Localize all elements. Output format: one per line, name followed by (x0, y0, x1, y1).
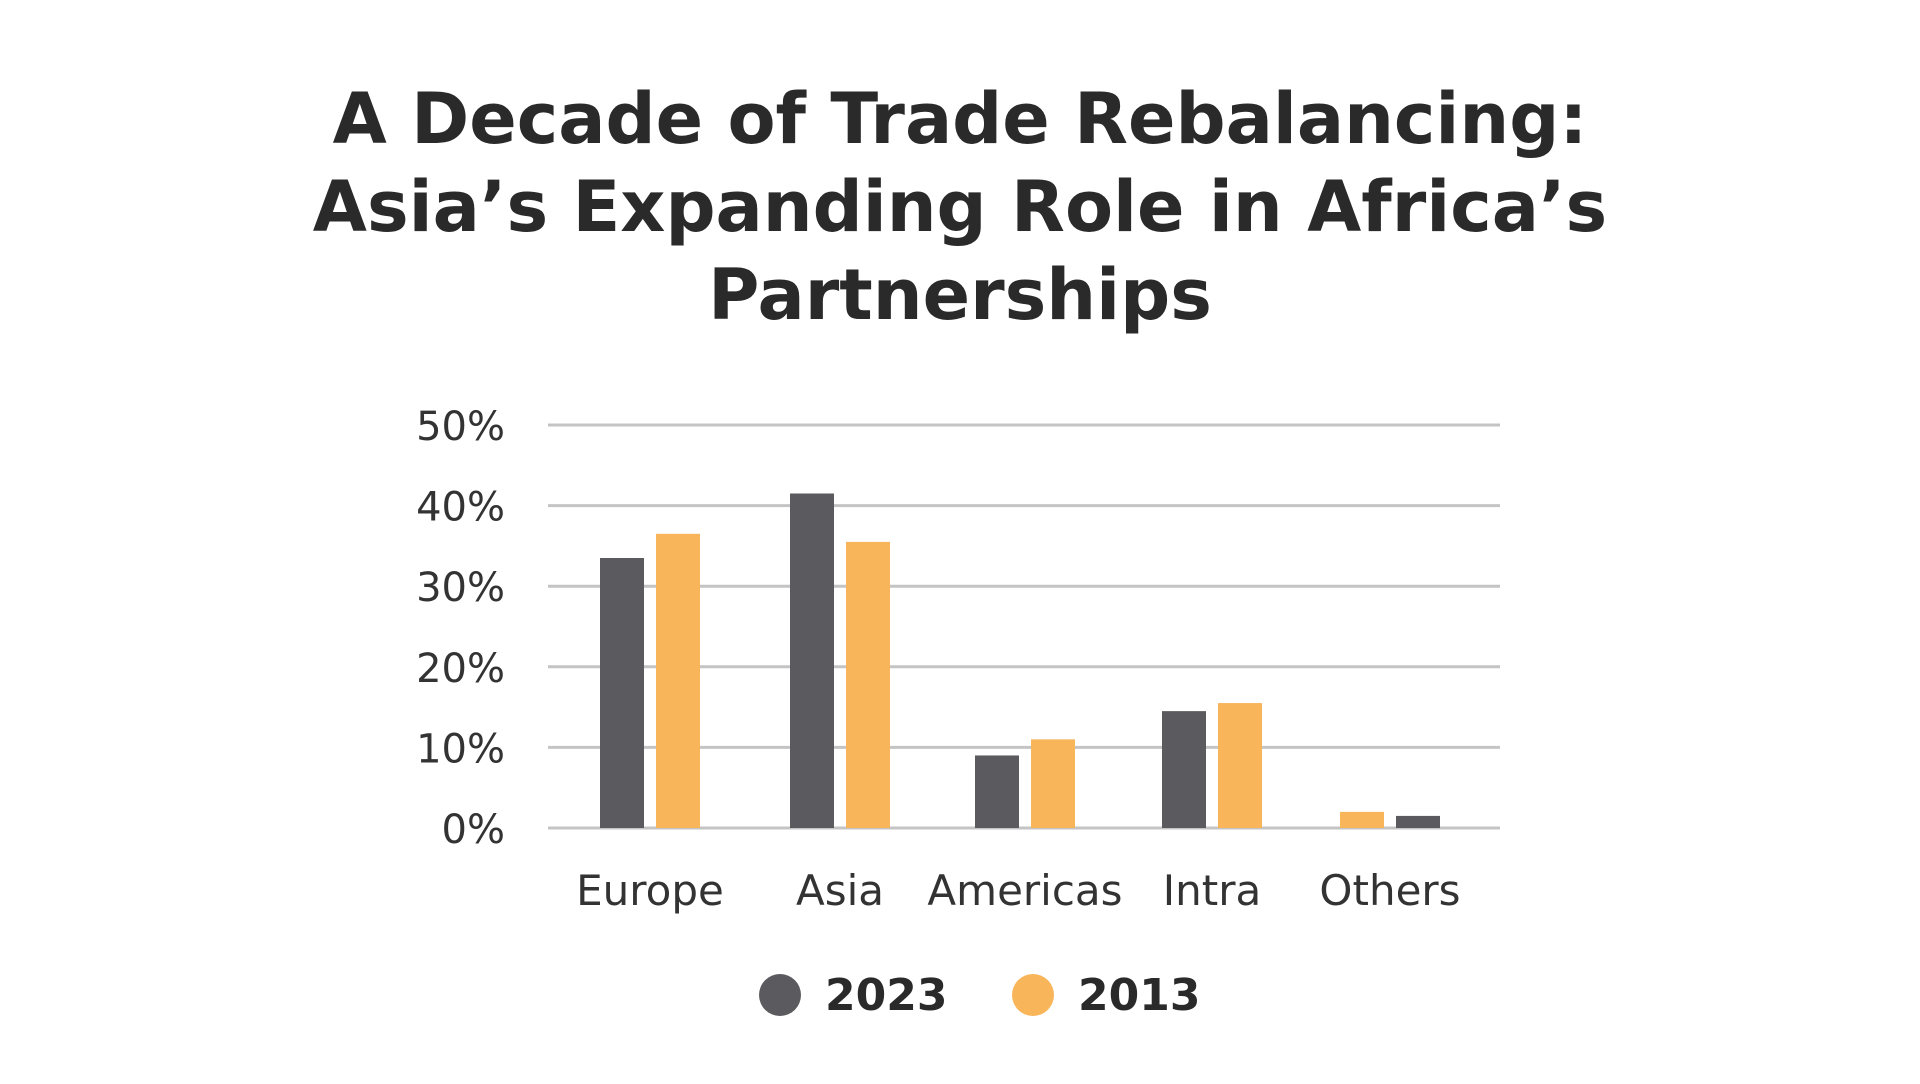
x-tick-label-intra: Intra (1163, 866, 1261, 915)
x-axis-tick-labels: Europe Asia Americas Intra Others (576, 866, 1460, 915)
x-tick-label-americas: Americas (927, 866, 1122, 915)
chart-title-line-2: Asia’s Expanding Role in Africa’s (312, 166, 1608, 248)
bar-europe-2013 (656, 533, 700, 828)
bar-others-2013 (1340, 811, 1384, 828)
legend-label-2023: 2023 (825, 970, 947, 1021)
legend-marker-2013 (1012, 974, 1054, 1016)
legend-marker-2023 (759, 974, 801, 1016)
y-tick-label-30: 30% (416, 565, 505, 611)
bar-intra-2013 (1218, 703, 1262, 828)
legend: 2023 2013 (759, 970, 1200, 1021)
bar-europe-2023 (600, 557, 644, 828)
y-tick-label-20: 20% (416, 646, 505, 692)
x-tick-label-asia: Asia (796, 866, 884, 915)
x-tick-label-europe: Europe (576, 866, 724, 915)
chart-title-line-3: Partnerships (708, 254, 1212, 336)
y-axis-tick-labels: 0% 10% 20% 30% 40% 50% (416, 404, 505, 853)
chart-title-line-1: A Decade of Trade Rebalancing: (332, 78, 1588, 160)
y-tick-label-0: 0% (442, 807, 505, 853)
bar-intra-2023 (1162, 711, 1206, 828)
y-tick-label-50: 50% (416, 404, 505, 450)
bar-asia-2013 (846, 541, 890, 828)
y-tick-label-40: 40% (416, 485, 505, 531)
bar-americas-2013 (1031, 739, 1075, 828)
bars (600, 493, 1440, 828)
bar-americas-2023 (975, 755, 1019, 828)
bar-asia-2023 (790, 493, 834, 828)
y-tick-label-10: 10% (416, 726, 505, 772)
x-tick-label-others: Others (1319, 866, 1460, 915)
legend-label-2013: 2013 (1078, 970, 1200, 1021)
bar-others-2023 (1396, 815, 1440, 828)
chart-title: A Decade of Trade Rebalancing: Asia’s Ex… (0, 75, 1920, 339)
